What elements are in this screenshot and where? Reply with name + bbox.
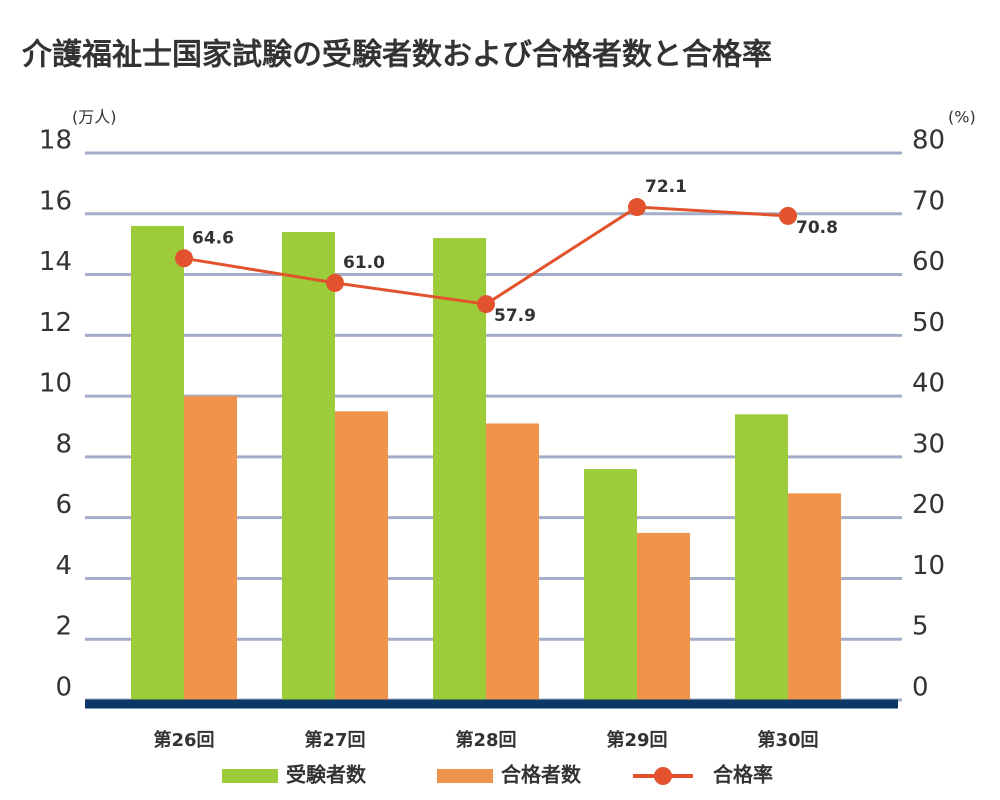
y-tick-label: 8 [55, 429, 72, 459]
y-tick-label: 10 [39, 369, 72, 399]
y2-tick-label: 5 [912, 612, 929, 642]
bar [335, 411, 388, 700]
x-tick-label: 第29回 [606, 729, 667, 751]
bar [282, 232, 335, 700]
x-tick-label: 第30回 [757, 729, 818, 751]
legend-swatch [437, 769, 493, 783]
y2-tick-label: 80 [912, 126, 945, 156]
y2-tick-label: 20 [912, 490, 945, 520]
y-tick-label: 4 [55, 551, 72, 581]
data-label: 72.1 [645, 177, 687, 197]
rate-point [326, 273, 344, 292]
y-unit: (万人) [72, 108, 117, 127]
chart-title: 介護福祉士国家試験の受験者数および合格者数と合格率 [21, 38, 772, 73]
y2-tick-label: 0 [912, 673, 929, 703]
y-tick-label: 12 [39, 308, 72, 338]
legend-label: 受験者数 [286, 763, 367, 787]
rate-point [175, 249, 193, 268]
x-tick-label: 第28回 [455, 729, 516, 751]
bar [584, 469, 637, 700]
y-tick-label: 16 [39, 186, 72, 216]
y-tick-label: 18 [39, 126, 72, 156]
y-tick-label: 14 [39, 247, 72, 277]
x-tick-label: 第26回 [153, 729, 214, 751]
legend-swatch [654, 767, 672, 785]
bar [735, 414, 788, 700]
rate-point [628, 198, 646, 217]
y2-tick-label: 40 [912, 369, 945, 399]
rate-point [779, 206, 797, 225]
rate-point [477, 295, 495, 314]
data-label: 64.6 [192, 228, 234, 248]
y2-tick-label: 30 [912, 429, 945, 459]
data-label: 70.8 [796, 218, 838, 238]
bar [433, 238, 486, 701]
y-tick-label: 2 [55, 612, 72, 642]
y2-tick-label: 60 [912, 247, 945, 277]
y-tick-label: 6 [55, 490, 72, 520]
y2-tick-label: 70 [912, 186, 945, 216]
data-label: 61.0 [343, 253, 385, 273]
legend-swatch [222, 769, 278, 783]
bar [637, 532, 690, 700]
bar [788, 493, 841, 700]
bar [131, 225, 184, 700]
legend-label: 合格者数 [501, 763, 582, 787]
legend-label: 合格率 [713, 763, 773, 787]
bar [184, 396, 237, 700]
y2-unit: (%) [948, 108, 976, 127]
y2-tick-label: 10 [912, 551, 945, 581]
x-tick-label: 第27回 [304, 729, 365, 751]
y2-tick-label: 50 [912, 308, 945, 338]
data-label: 57.9 [494, 306, 536, 326]
bar [486, 423, 539, 700]
y-tick-label: 0 [55, 673, 72, 703]
